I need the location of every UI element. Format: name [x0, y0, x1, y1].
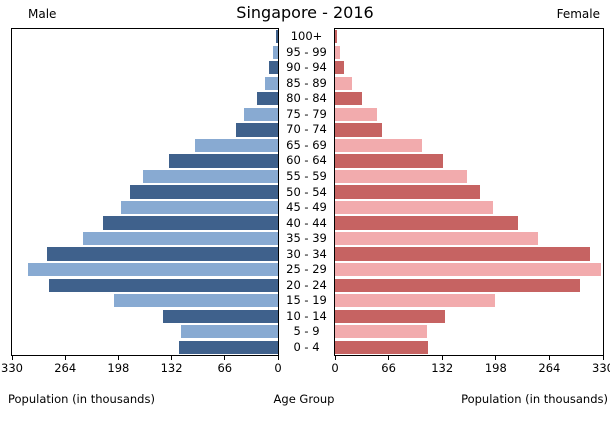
female-bar — [335, 154, 443, 168]
male-bar — [129, 185, 278, 199]
age-group-label: 15 - 19 — [286, 293, 327, 308]
age-group-label: 45 - 49 — [286, 200, 327, 215]
x-tick — [495, 356, 497, 360]
female-bar — [335, 107, 378, 121]
x-tick-label: 132 — [160, 361, 183, 375]
x-tick — [11, 356, 13, 360]
male-bar — [276, 30, 278, 44]
female-bar — [335, 76, 353, 90]
x-tick-label: 330 — [592, 361, 610, 375]
male-bar — [162, 309, 278, 323]
x-tick — [277, 356, 279, 360]
age-group-label: 60 - 64 — [286, 153, 327, 168]
x-tick — [117, 356, 119, 360]
female-bar — [335, 138, 422, 153]
age-group-label: 70 - 74 — [286, 122, 327, 137]
x-tick-label: 198 — [484, 361, 507, 375]
age-group-label: 40 - 44 — [286, 215, 327, 230]
x-tick-label: 198 — [107, 361, 130, 375]
female-bar — [335, 231, 539, 246]
female-bar — [335, 123, 383, 137]
female-axis-title: Population (in thousands) — [461, 392, 608, 406]
male-bar — [49, 278, 278, 292]
male-bar — [244, 107, 278, 121]
male-bar — [28, 263, 278, 277]
x-tick — [548, 356, 550, 360]
male-bar — [143, 169, 278, 184]
age-group-label: 75 - 79 — [286, 106, 327, 121]
chart-title: Singapore - 2016 — [236, 3, 374, 22]
male-bar — [103, 216, 278, 230]
age-group-label: 65 - 69 — [286, 137, 327, 152]
age-group-label: 95 - 99 — [286, 44, 327, 59]
x-tick-label: 264 — [538, 361, 561, 375]
male-plot-area — [11, 28, 279, 356]
age-group-label: 20 - 24 — [286, 277, 327, 292]
female-bar — [335, 200, 493, 215]
female-bar — [335, 263, 602, 277]
male-bar — [47, 247, 278, 261]
female-bar — [335, 30, 338, 44]
male-bar — [82, 231, 278, 246]
male-bar — [178, 340, 278, 354]
x-tick-label: 0 — [331, 361, 339, 375]
male-side-label: Male — [28, 7, 57, 21]
female-bar — [335, 92, 362, 106]
female-bar — [335, 294, 495, 308]
male-bar — [269, 61, 278, 75]
x-tick — [602, 356, 604, 360]
female-bar — [335, 185, 481, 199]
x-tick-label: 264 — [54, 361, 77, 375]
female-bar — [335, 325, 427, 339]
age-group-axis-title: Age Group — [273, 392, 335, 406]
x-tick-label: 66 — [381, 361, 396, 375]
age-group-label: 10 - 14 — [286, 308, 327, 323]
age-group-label: 55 - 59 — [286, 168, 327, 183]
male-bar — [257, 92, 278, 106]
male-bar — [273, 45, 278, 59]
x-tick-label: 66 — [217, 361, 233, 375]
x-tick — [64, 356, 66, 360]
age-group-axis: 100+ 95 - 99 90 - 94 85 - 89 80 - 84 75 - 79 7… — [279, 28, 334, 356]
x-tick — [441, 356, 443, 360]
female-plot-area — [334, 28, 604, 356]
male-bar — [169, 154, 278, 168]
x-tick-label: 330 — [1, 361, 23, 375]
x-tick-label: 132 — [431, 361, 454, 375]
female-bar — [335, 278, 581, 292]
female-bar — [335, 309, 445, 323]
age-group-label: 5 - 9 — [293, 324, 320, 339]
male-axis-title: Population (in thousands) — [8, 392, 155, 406]
age-group-label: 25 - 29 — [286, 262, 327, 277]
male-bar — [181, 325, 278, 339]
male-bar — [113, 294, 278, 308]
male-bar — [236, 123, 278, 137]
age-group-label: 30 - 34 — [286, 246, 327, 261]
female-bar — [335, 216, 518, 230]
female-bar — [335, 340, 429, 354]
female-bar — [335, 169, 467, 184]
female-side-label: Female — [556, 7, 600, 21]
female-bar — [335, 247, 590, 261]
age-group-label: 0 - 4 — [293, 339, 320, 354]
male-bar — [120, 200, 278, 215]
age-group-label: 85 - 89 — [286, 75, 327, 90]
age-group-label: 50 - 54 — [286, 184, 327, 199]
male-bar — [194, 138, 278, 153]
female-bar — [335, 45, 340, 59]
male-bar — [265, 76, 278, 90]
x-tick — [171, 356, 173, 360]
x-tick-label: 0 — [274, 361, 282, 375]
age-group-label: 35 - 39 — [286, 231, 327, 246]
age-group-label: 80 - 84 — [286, 91, 327, 106]
x-tick — [224, 356, 226, 360]
x-tick — [334, 356, 336, 360]
x-tick — [388, 356, 390, 360]
female-bar — [335, 61, 344, 75]
age-group-label: 90 - 94 — [286, 60, 327, 75]
age-group-label: 100+ — [290, 29, 323, 44]
